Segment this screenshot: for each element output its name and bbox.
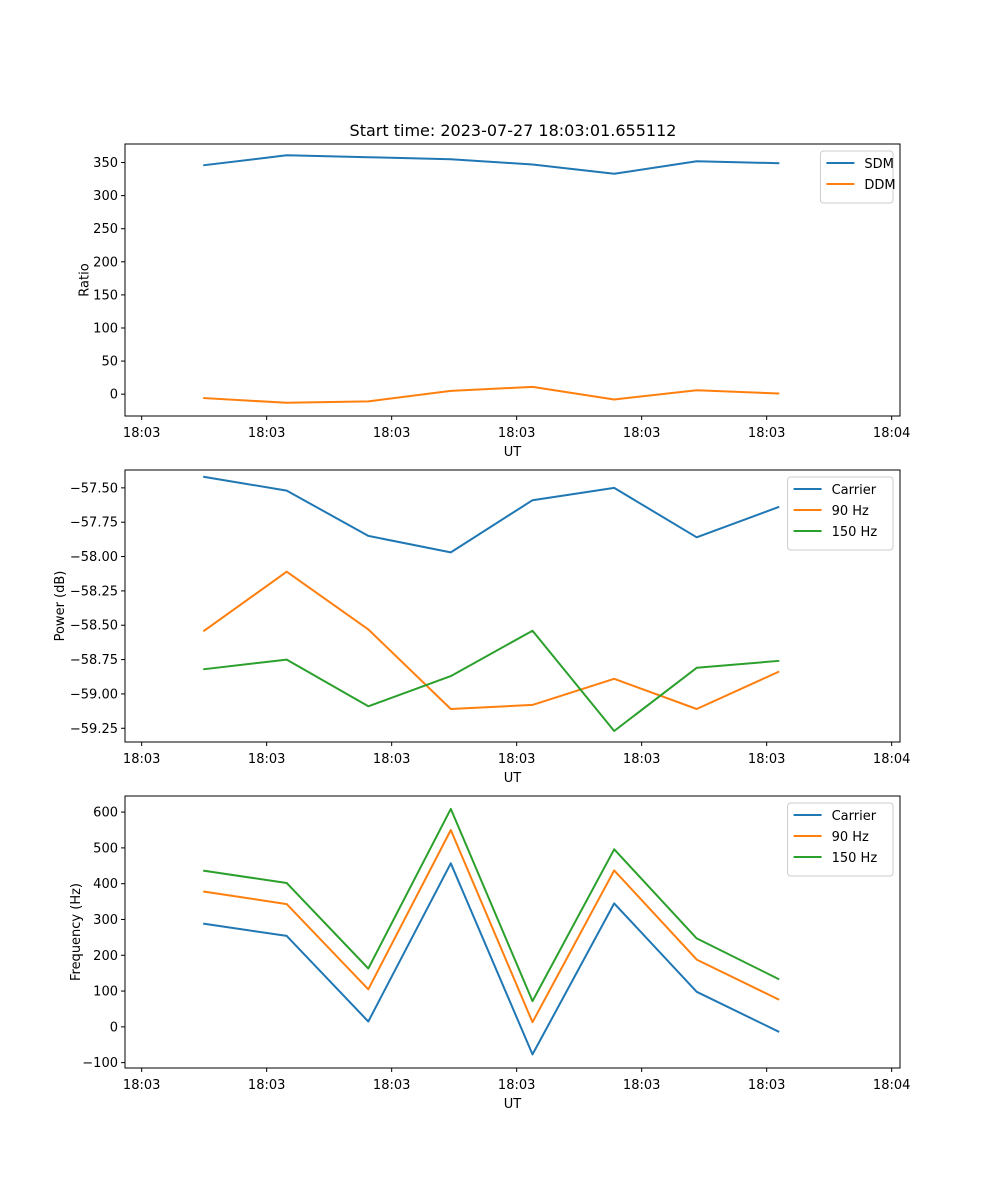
figure-title: Start time: 2023-07-27 18:03:01.655112	[350, 121, 677, 140]
legend-label-ddm: DDM	[864, 178, 895, 193]
x-tick-label: 18:04	[873, 752, 910, 767]
legend: Carrier 90 Hz 150 Hz	[787, 802, 894, 877]
x-tick-label: 18:03	[248, 426, 285, 441]
x-tick-label: 18:03	[373, 1078, 410, 1093]
y-tick-label: −58.00	[70, 550, 118, 565]
y-tick-label: 500	[93, 841, 118, 856]
y-tick-label: 150	[93, 288, 118, 303]
x-tick-label: 18:03	[373, 752, 410, 767]
y-tick-label: 200	[93, 949, 118, 964]
y-tick-label: −57.75	[70, 516, 118, 531]
legend-label-150-hz: 150 Hz	[832, 851, 878, 866]
y-tick-label: −100	[82, 1056, 118, 1071]
series-line-90-hz	[203, 829, 780, 1024]
x-tick-label: 18:03	[498, 426, 535, 441]
chart-frequency: 18:03 18:03 18:03 18:03 18:03 18:03 18:04 −100 0…	[69, 795, 910, 1112]
y-tick-label: −58.50	[70, 619, 118, 634]
x-tick-label: 18:03	[623, 426, 660, 441]
y-tick-label: −59.00	[70, 687, 118, 702]
x-tick-label: 18:03	[748, 1078, 785, 1093]
axes-frame	[124, 143, 901, 417]
y-tick-label: 400	[93, 877, 118, 892]
x-axis-label: UT	[504, 771, 522, 786]
series-line-90-hz	[202, 570, 780, 710]
x-tick-label: 18:03	[748, 752, 785, 767]
x-tick-label: 18:04	[873, 1078, 910, 1093]
x-axis-label: UT	[504, 445, 522, 460]
x-tick-label: 18:03	[373, 426, 410, 441]
legend-label-sdm: SDM	[864, 157, 893, 172]
y-tick-label: 250	[93, 222, 118, 237]
axes-frame	[124, 469, 901, 743]
axes-frame	[124, 795, 901, 1069]
y-tick-label: −58.75	[70, 653, 118, 668]
chart-power: 18:03 18:03 18:03 18:03 18:03 18:03 18:04 −57.5…	[53, 469, 910, 786]
y-tick-label: 600	[93, 806, 118, 821]
x-tick-label: 18:03	[748, 426, 785, 441]
series-line-150-hz	[203, 807, 780, 1003]
x-tick-label: 18:03	[623, 752, 660, 767]
y-axis-label: Frequency (Hz)	[69, 883, 84, 981]
series-line-ddm	[203, 385, 780, 404]
legend: Carrier 90 Hz 150 Hz	[787, 476, 894, 551]
y-tick-label: 350	[93, 156, 118, 171]
y-axis-label: Ratio	[77, 263, 92, 296]
y-tick-label: 200	[93, 255, 118, 270]
x-tick-label: 18:03	[123, 1078, 160, 1093]
series-group	[203, 807, 780, 1056]
y-tick-label: −57.50	[70, 481, 118, 496]
y-tick-label: 300	[93, 913, 118, 928]
x-tick-label: 18:03	[248, 1078, 285, 1093]
y-tick-label: −58.25	[70, 584, 118, 599]
series-line-150-hz	[203, 629, 780, 732]
y-tick-label: 300	[93, 189, 118, 204]
series-line-carrier	[203, 862, 780, 1056]
legend-label-90-hz: 90 Hz	[832, 830, 869, 845]
x-tick-label: 18:03	[123, 426, 160, 441]
chart-ratio: 18:03 18:03 18:03 18:03 18:03 18:03 18:04 0 50 10…	[77, 143, 910, 460]
y-tick-label: 50	[101, 355, 118, 370]
series-group	[203, 154, 780, 404]
x-tick-label: 18:03	[623, 1078, 660, 1093]
legend-label-150-hz: 150 Hz	[832, 525, 878, 540]
legend-label-carrier: Carrier	[832, 483, 877, 498]
y-tick-label: 100	[93, 321, 118, 336]
legend-label-carrier: Carrier	[832, 809, 877, 824]
y-tick-label: 0	[110, 1020, 118, 1035]
x-tick-label: 18:03	[498, 752, 535, 767]
legend: SDM DDM	[819, 150, 896, 204]
series-line-sdm	[203, 154, 780, 175]
x-tick-label: 18:03	[498, 1078, 535, 1093]
y-tick-label: 0	[110, 388, 118, 403]
legend-label-90-hz: 90 Hz	[832, 504, 869, 519]
series-line-carrier	[203, 475, 780, 554]
x-tick-label: 18:03	[123, 752, 160, 767]
y-tick-label: 100	[93, 985, 118, 1000]
y-axis-label: Power (dB)	[53, 571, 68, 642]
x-axis-label: UT	[504, 1097, 522, 1112]
y-tick-label: −59.25	[70, 722, 118, 737]
x-tick-label: 18:03	[248, 752, 285, 767]
x-tick-label: 18:04	[873, 426, 910, 441]
series-group	[202, 475, 780, 732]
